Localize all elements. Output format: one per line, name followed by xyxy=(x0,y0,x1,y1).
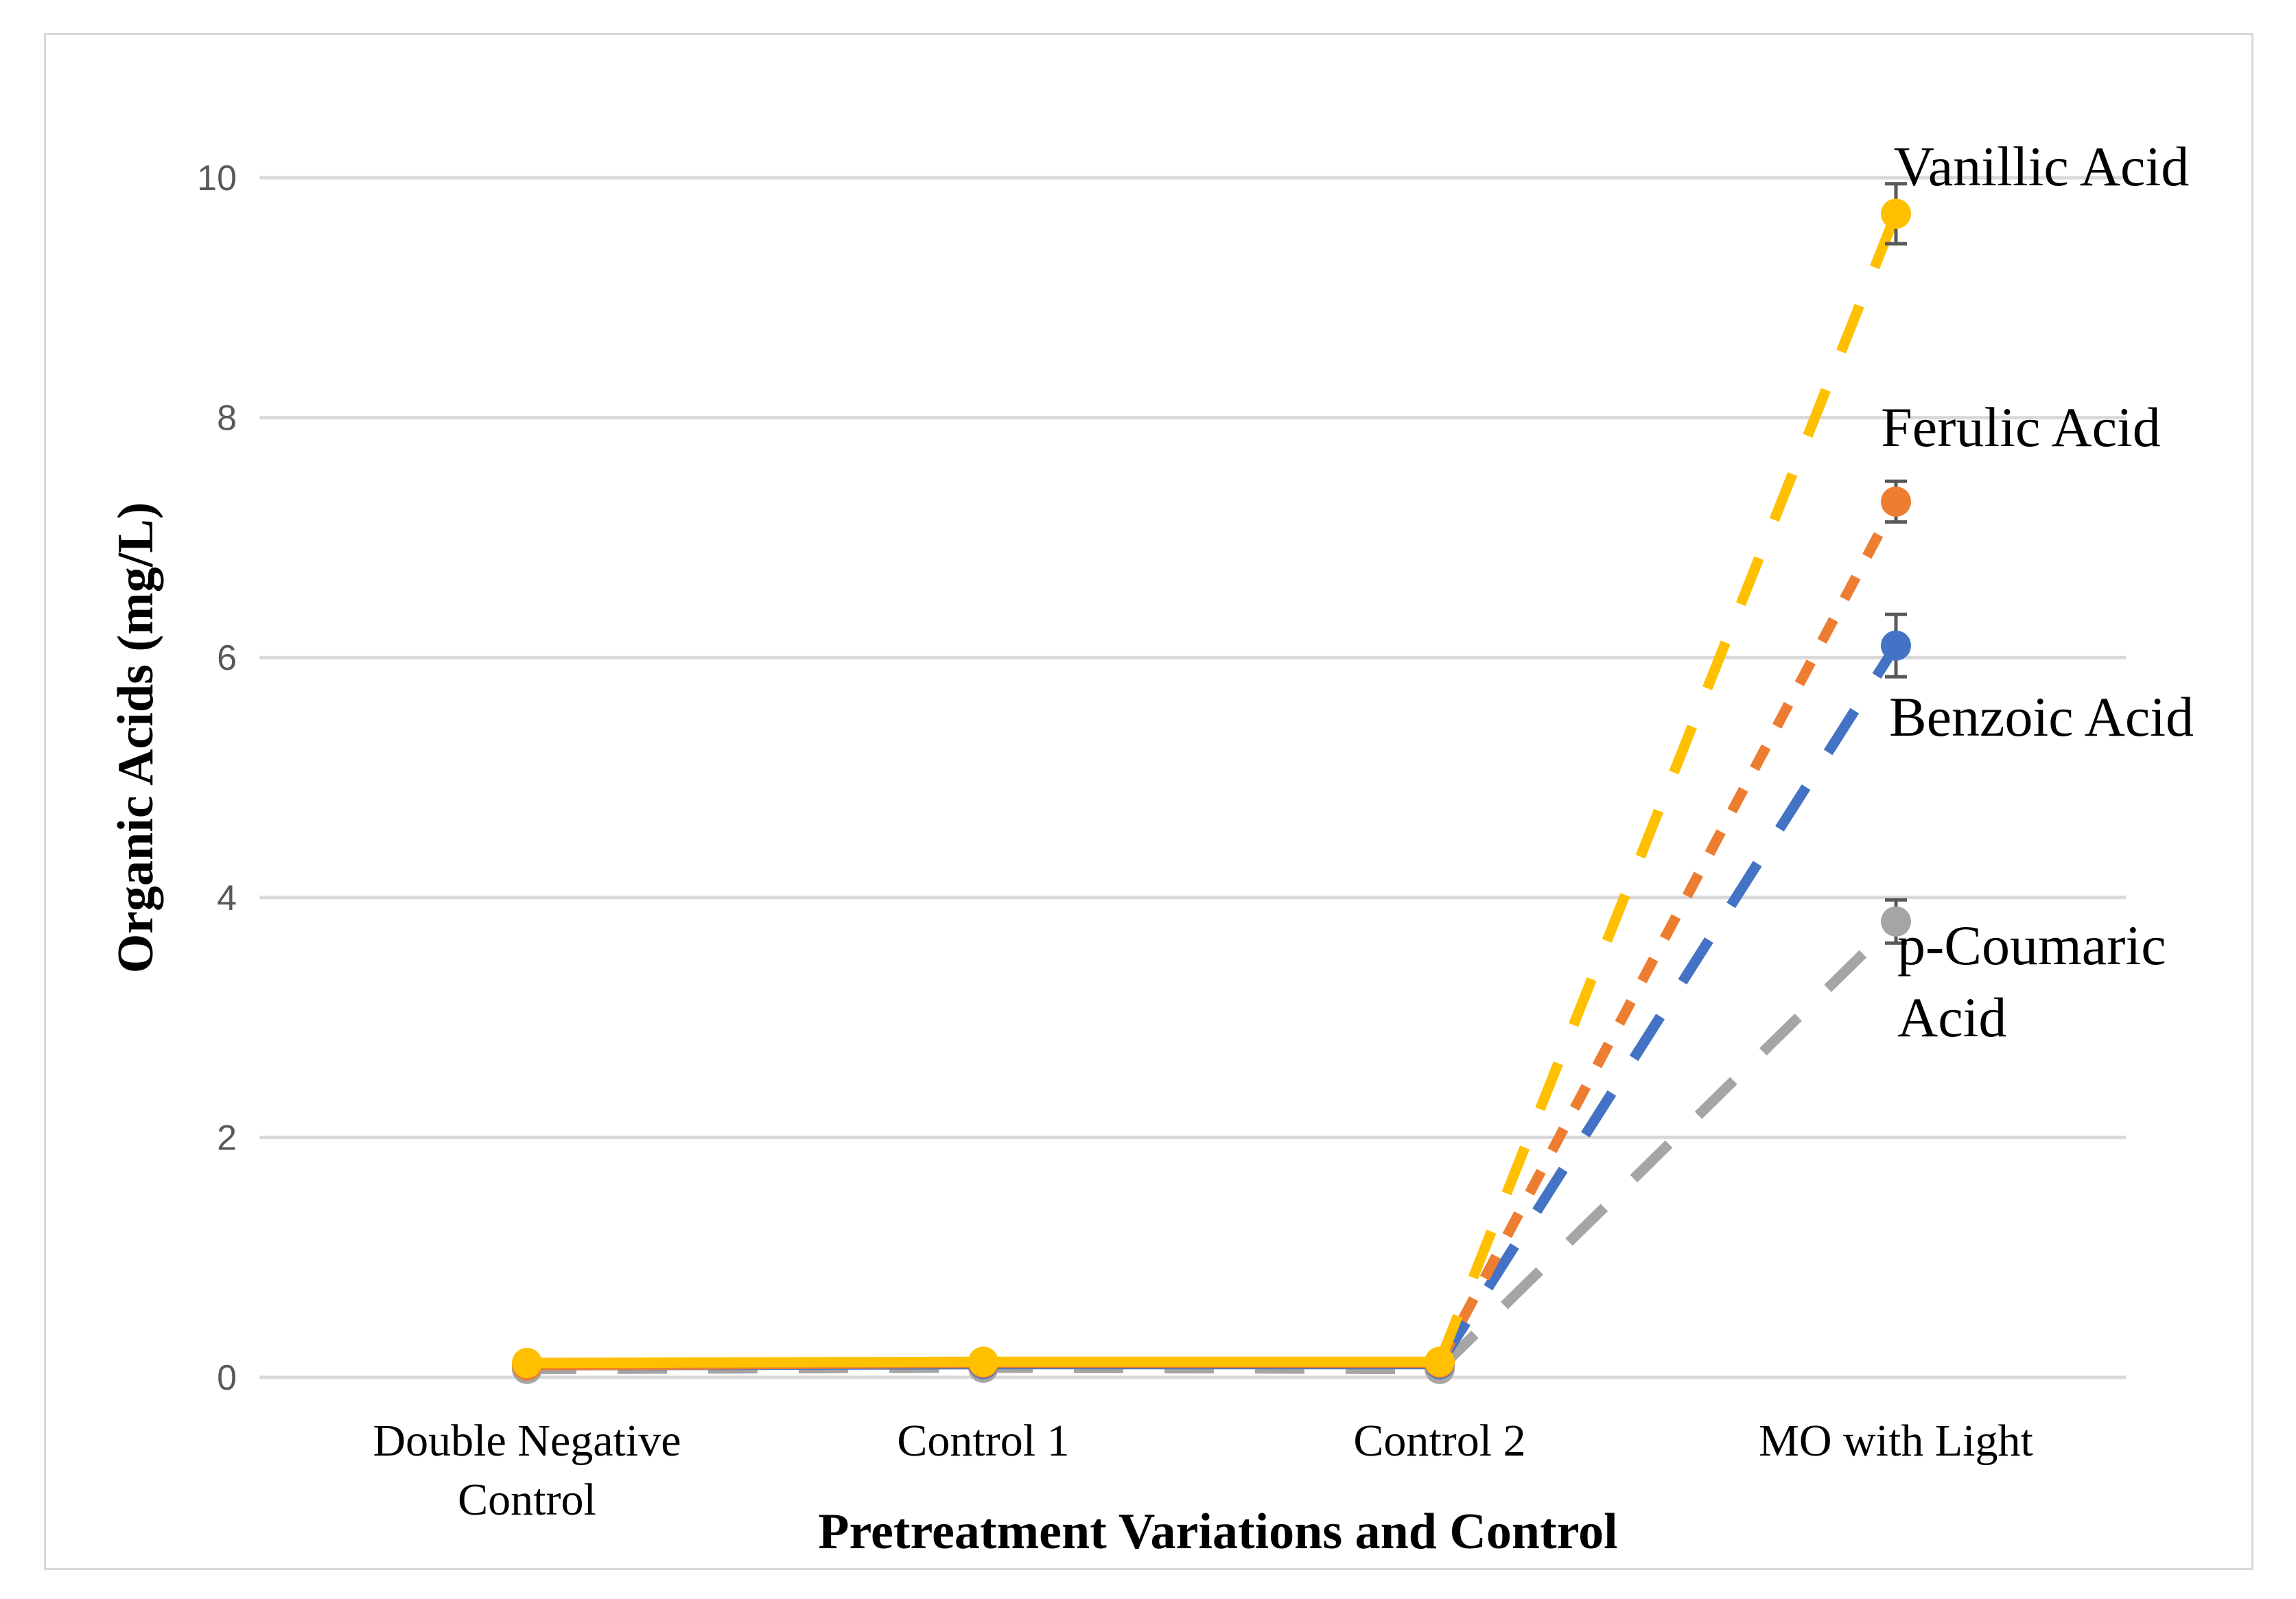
data-point xyxy=(1881,198,1911,229)
y-tick-label: 8 xyxy=(217,399,237,439)
data-point xyxy=(1881,630,1911,661)
y-tick-label: 10 xyxy=(197,159,237,198)
x-category-label: MO with Light xyxy=(1759,1416,2033,1466)
series-p-coumaric-acid xyxy=(512,898,1911,1384)
series-labels: Vanillic Acid Ferulic Acid Benzoic Acid p-C… xyxy=(1881,135,2194,1049)
series-label: Vanillic Acid xyxy=(1894,135,2189,198)
series-segment xyxy=(1435,211,1901,1364)
y-tick-label: 6 xyxy=(217,638,237,678)
series-label: p-Coumaric xyxy=(1897,914,2166,977)
x-category-label: Double Negative xyxy=(373,1416,681,1466)
data-point xyxy=(512,1348,542,1379)
series-vanillic-acid xyxy=(512,182,1911,1379)
chart-frame xyxy=(44,33,2253,1570)
x-category-label: Control xyxy=(458,1475,596,1525)
series-lines xyxy=(512,182,1911,1384)
data-point xyxy=(968,1346,998,1377)
series-segment xyxy=(1436,918,1900,1373)
series-label: Acid xyxy=(1897,986,2006,1049)
series-ferulic-acid xyxy=(512,479,1911,1381)
gridlines xyxy=(259,176,2126,1379)
data-point xyxy=(1881,906,1911,937)
series-label: Ferulic Acid xyxy=(1881,396,2161,458)
y-axis-title: Organic Acids (mg/L) xyxy=(108,502,164,974)
y-axis-ticks: 0 2 4 6 8 10 xyxy=(197,159,237,1398)
series-benzoic-acid xyxy=(512,612,1911,1381)
x-category-label: Control 1 xyxy=(897,1416,1069,1466)
x-category-label: Control 2 xyxy=(1353,1416,1525,1466)
series-segment xyxy=(522,1356,989,1368)
series-segment xyxy=(1435,499,1901,1366)
x-axis-title: Pretreatment Variations and Control xyxy=(818,1504,1617,1560)
x-axis-categories: Double Negative Control Control 1 Control 2… xyxy=(373,1416,2033,1525)
series-segment xyxy=(1435,642,1901,1367)
y-tick-label: 0 xyxy=(217,1358,237,1398)
data-point xyxy=(1881,486,1911,517)
y-tick-label: 4 xyxy=(217,878,237,918)
series-label: Benzoic Acid xyxy=(1889,686,2194,748)
data-point xyxy=(1425,1346,1455,1377)
y-tick-label: 2 xyxy=(217,1118,237,1158)
